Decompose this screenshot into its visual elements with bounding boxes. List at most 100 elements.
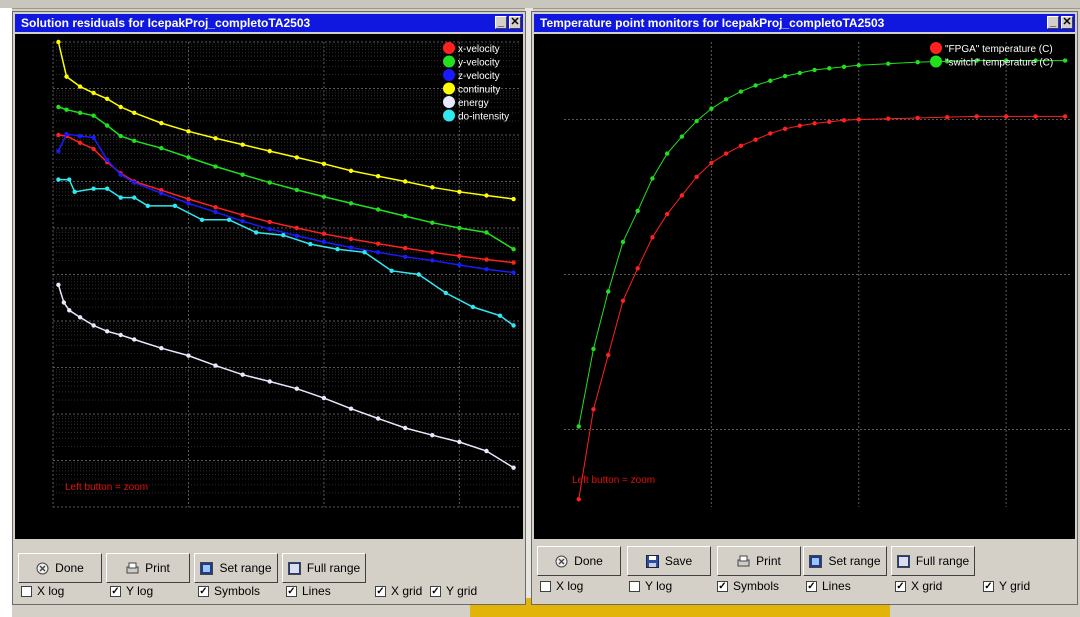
- print-button[interactable]: Print: [717, 546, 801, 576]
- data-point: [213, 209, 218, 215]
- data-point: [64, 131, 69, 137]
- data-point: [213, 363, 218, 368]
- symbols-checkbox[interactable]: ✓ Symbols: [717, 579, 779, 593]
- data-point: [362, 250, 367, 255]
- residuals-title-bar[interactable]: Solution residuals for IcepakProj_comple…: [15, 14, 523, 32]
- data-point: [511, 465, 516, 470]
- data-point: [591, 407, 596, 412]
- y-grid-checkbox[interactable]: ✓ Y grid: [430, 584, 477, 598]
- printer-icon: [737, 555, 750, 568]
- y-grid-box[interactable]: ✓: [983, 580, 994, 592]
- data-point: [294, 187, 300, 193]
- y-log-checkbox[interactable]: ✓ Y log: [110, 584, 153, 598]
- y-tick-label: 1E-10: [25, 502, 49, 512]
- data-point: [104, 123, 110, 128]
- minimize-icon: _: [497, 16, 505, 28]
- lines-checkbox[interactable]: ✓ Lines: [806, 579, 851, 593]
- residuals-window: Solution residuals for IcepakProj_comple…: [12, 11, 526, 605]
- lines-checkbox[interactable]: ✓ Lines: [286, 584, 331, 598]
- full-range-button[interactable]: Full range: [891, 546, 975, 576]
- left-panel-fragment: [0, 8, 12, 617]
- save-label: Save: [664, 554, 693, 568]
- data-point: [159, 146, 164, 151]
- print-label: Print: [756, 554, 781, 568]
- data-point: [186, 196, 191, 202]
- x-log-checkbox[interactable]: X log: [540, 579, 583, 593]
- data-point: [635, 208, 640, 214]
- close-icon: ✕: [1062, 16, 1072, 28]
- symbols-box[interactable]: ✓: [717, 580, 728, 592]
- y-log-checkbox[interactable]: Y log: [629, 579, 672, 593]
- set-range-button[interactable]: Set range: [803, 546, 887, 576]
- monitors-chart[interactable]: 50 100 150 40 50 60 Iterations "FPGA" temperatu…: [534, 34, 1075, 541]
- set-range-label: Set range: [219, 561, 272, 575]
- data-point: [576, 424, 581, 429]
- x-grid-checkbox[interactable]: ✓ X grid: [895, 579, 942, 593]
- print-button[interactable]: Print: [106, 553, 190, 583]
- data-point: [375, 416, 381, 421]
- data-point: [430, 220, 435, 225]
- y-log-label: Y log: [126, 584, 154, 598]
- data-point: [856, 117, 861, 122]
- data-point: [56, 282, 61, 288]
- x-log-box[interactable]: [540, 580, 551, 592]
- set-range-button[interactable]: Set range: [194, 553, 278, 583]
- data-point: [457, 189, 462, 195]
- residuals-plot[interactable]: 0 50 100 150 1E0 1E-1 1E-2 1E-3 1E-4 1E-5 1E-6 1E-7…: [15, 34, 523, 541]
- save-button[interactable]: Save: [627, 546, 711, 576]
- data-point: [389, 268, 394, 274]
- data-point: [1062, 114, 1068, 119]
- y-log-box[interactable]: ✓: [110, 585, 121, 597]
- data-point: [430, 433, 435, 438]
- monitors-title-bar[interactable]: Temperature point monitors for IcepakPro…: [534, 14, 1075, 32]
- x-log-box[interactable]: [21, 585, 32, 597]
- data-point: [267, 226, 272, 232]
- close-button[interactable]: ✕: [509, 16, 521, 29]
- data-point: [782, 126, 788, 131]
- x-grid-box[interactable]: ✓: [375, 585, 386, 597]
- x-grid-checkbox[interactable]: ✓ X grid: [375, 584, 422, 598]
- data-point: [457, 225, 462, 231]
- symbols-checkbox[interactable]: ✓ Symbols: [198, 584, 260, 598]
- data-point: [159, 120, 164, 126]
- data-point: [186, 201, 191, 206]
- data-point: [321, 194, 327, 199]
- data-point: [91, 113, 96, 118]
- data-point: [403, 179, 408, 184]
- data-point: [240, 142, 245, 147]
- x-tick-label: 150: [999, 513, 1014, 523]
- done-button[interactable]: Done: [537, 546, 621, 576]
- data-point: [91, 323, 96, 328]
- legend-label: x-velocity: [458, 44, 500, 55]
- x-grid-box[interactable]: ✓: [895, 580, 906, 592]
- y-tick-label: 1E-4: [30, 223, 49, 233]
- data-point: [470, 304, 476, 310]
- symbols-box[interactable]: ✓: [198, 585, 209, 597]
- lines-box[interactable]: ✓: [286, 585, 297, 597]
- full-range-button[interactable]: Full range: [282, 553, 366, 583]
- minimize-button[interactable]: _: [495, 16, 507, 29]
- data-point: [841, 64, 847, 69]
- y-grid-checkbox[interactable]: ✓ Y grid: [983, 579, 1030, 593]
- data-point: [497, 313, 503, 318]
- monitors-plot[interactable]: 50 100 150 40 50 60 Iterations "FPGA" temperatu…: [534, 34, 1075, 541]
- data-point: [77, 110, 83, 116]
- lines-box[interactable]: ✓: [806, 580, 817, 592]
- data-point: [443, 290, 449, 296]
- y-tick-label: 50: [550, 270, 560, 280]
- y-log-label: Y log: [645, 579, 673, 593]
- close-button[interactable]: ✕: [1061, 16, 1073, 29]
- x-axis-label: Iterations: [267, 531, 305, 539]
- y-log-box[interactable]: [629, 580, 640, 592]
- data-point: [159, 346, 164, 351]
- y-tick-label: 1E-7: [30, 363, 49, 373]
- residuals-chart[interactable]: 0 50 100 150 1E0 1E-1 1E-2 1E-3 1E-4 1E-5 1E-6 1E-7…: [15, 34, 523, 541]
- data-point: [430, 258, 435, 263]
- minimize-button[interactable]: _: [1047, 16, 1059, 29]
- data-point: [240, 212, 245, 218]
- legend-marker: [443, 82, 455, 95]
- done-button[interactable]: Done: [18, 553, 102, 583]
- y-grid-box[interactable]: ✓: [430, 585, 441, 597]
- x-log-label: X log: [37, 584, 65, 598]
- x-log-checkbox[interactable]: X log: [21, 584, 64, 598]
